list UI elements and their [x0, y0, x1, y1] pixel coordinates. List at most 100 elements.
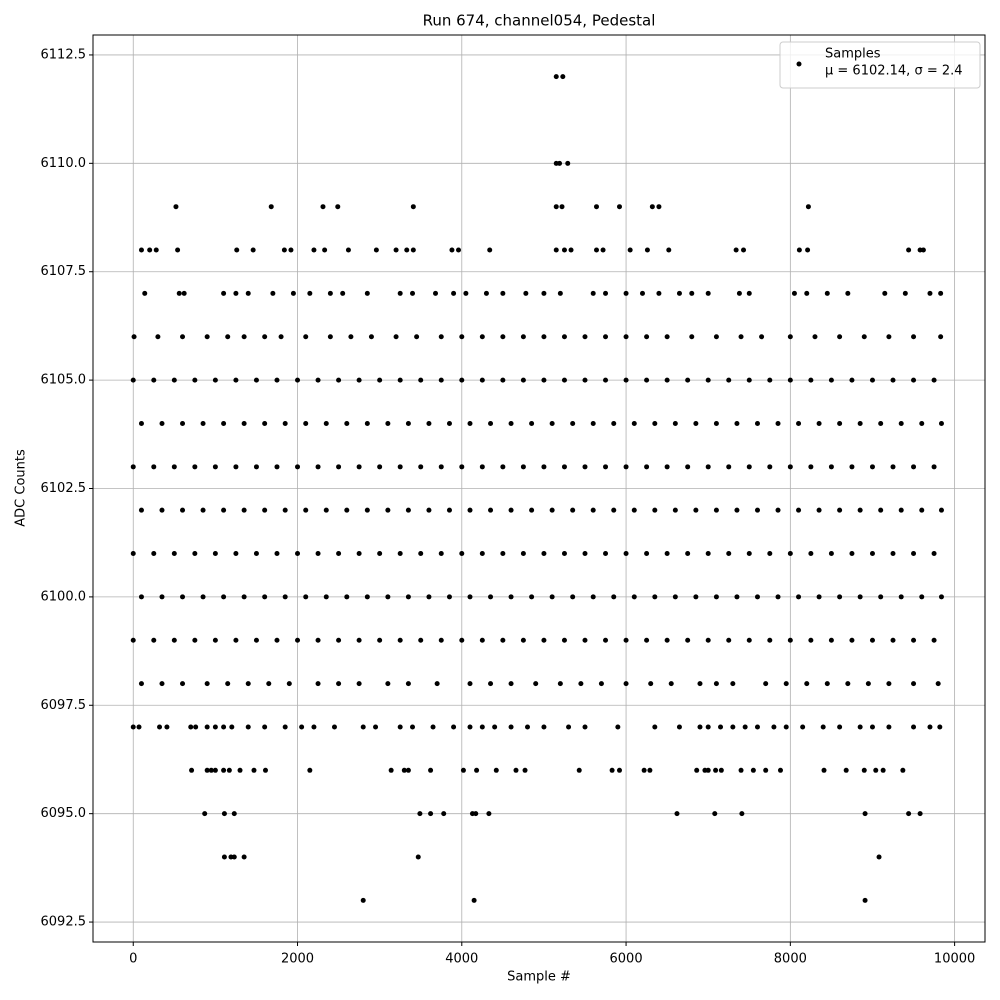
sample-point [816, 594, 822, 600]
sample-point [441, 811, 447, 817]
sample-point [623, 681, 629, 687]
sample-point [488, 420, 494, 426]
sample-point [541, 551, 547, 557]
sample-point [746, 377, 752, 383]
sample-point [151, 377, 157, 383]
sample-point [861, 767, 867, 773]
sample-point [212, 637, 218, 643]
sample-point [730, 724, 736, 730]
sample-point [652, 507, 658, 513]
sample-point [644, 637, 650, 643]
sample-point [418, 377, 424, 383]
sample-point [676, 290, 682, 296]
sample-point [234, 247, 240, 253]
sample-point [739, 811, 745, 817]
sample-point [520, 464, 526, 470]
sample-point [857, 420, 863, 426]
sample-point [513, 767, 519, 773]
sample-point [623, 551, 629, 557]
sample-point [181, 290, 187, 296]
sample-point [373, 724, 379, 730]
sample-point [746, 637, 752, 643]
sample-point [603, 551, 609, 557]
sample-point [405, 420, 411, 426]
sample-point [734, 420, 740, 426]
sample-point [783, 681, 789, 687]
sample-point [560, 74, 566, 80]
sample-point [570, 420, 576, 426]
sample-point [231, 811, 237, 817]
sample-point [155, 334, 161, 340]
sample-point [676, 724, 682, 730]
sample-point [808, 377, 814, 383]
sample-point [623, 464, 629, 470]
y-tick-label: 6112.5 [41, 47, 87, 62]
sample-point [360, 897, 366, 903]
sample-point [459, 377, 465, 383]
sample-point [911, 724, 917, 730]
sample-point [142, 290, 148, 296]
sample-point [500, 551, 506, 557]
sample-point [286, 681, 292, 687]
sample-point [418, 464, 424, 470]
sample-point [479, 637, 485, 643]
sample-point [438, 637, 444, 643]
sample-point [828, 637, 834, 643]
sample-point [231, 854, 237, 860]
sample-point [553, 74, 559, 80]
sample-point [418, 551, 424, 557]
sample-point [641, 767, 647, 773]
sample-point [307, 290, 313, 296]
sample-point [459, 637, 465, 643]
sample-point [828, 551, 834, 557]
sample-point [578, 681, 584, 687]
sample-point [404, 247, 410, 253]
sample-point [473, 811, 479, 817]
sample-point [233, 290, 239, 296]
sample-point [401, 767, 407, 773]
sample-point [705, 377, 711, 383]
sample-point [674, 811, 680, 817]
sample-point [845, 290, 851, 296]
sample-point [311, 724, 317, 730]
sample-point [890, 637, 896, 643]
sample-point [759, 334, 765, 340]
sample-point [845, 681, 851, 687]
sample-point [282, 420, 288, 426]
sample-point [857, 594, 863, 600]
sample-point [898, 507, 904, 513]
sample-point [566, 724, 572, 730]
sample-point [631, 594, 637, 600]
sample-point [520, 377, 526, 383]
sample-point [245, 681, 251, 687]
y-tick-label: 6100.0 [41, 589, 87, 604]
sample-point [250, 247, 256, 253]
sample-point [787, 334, 793, 340]
legend: Samples μ = 6102.14, σ = 2.4 [779, 41, 981, 89]
sample-point [241, 420, 247, 426]
sample-point [405, 767, 411, 773]
sample-point [919, 420, 925, 426]
sample-point [493, 767, 499, 773]
sample-point [767, 551, 773, 557]
sample-point [590, 594, 596, 600]
sample-point [582, 551, 588, 557]
sample-point [131, 334, 137, 340]
sample-point [808, 464, 814, 470]
sample-point [225, 334, 231, 340]
sample-point [438, 377, 444, 383]
sample-point [474, 767, 480, 773]
sample-point [241, 334, 247, 340]
sample-point [931, 377, 937, 383]
sample-point [212, 724, 218, 730]
sample-point [549, 507, 555, 513]
sample-point [718, 767, 724, 773]
sample-point [754, 420, 760, 426]
sample-point [911, 377, 917, 383]
sample-point [356, 681, 362, 687]
y-tick-label: 6110.0 [41, 156, 87, 171]
sample-point [920, 247, 926, 253]
sample-point [460, 767, 466, 773]
sample-point [295, 551, 301, 557]
sample-point [364, 594, 370, 600]
